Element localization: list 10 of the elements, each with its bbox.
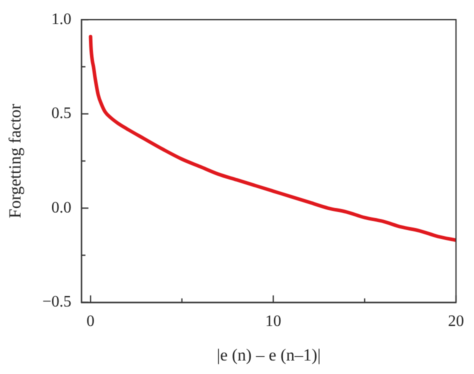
y-tick-label: 1.0 [51,10,72,28]
y-axis-title: Forgetting factor [6,103,25,218]
x-tick-label: 0 [86,313,95,330]
x-axis-title: |e (n) – e (n–1)| [216,345,321,364]
y-tick-label: 0.5 [51,105,72,122]
x-tick-label: 10 [265,313,282,330]
y-tick-label: −0.5 [42,294,72,311]
x-tick-label: 20 [448,313,464,330]
line-series [88,34,456,242]
y-tick-label: 0.0 [51,199,72,216]
